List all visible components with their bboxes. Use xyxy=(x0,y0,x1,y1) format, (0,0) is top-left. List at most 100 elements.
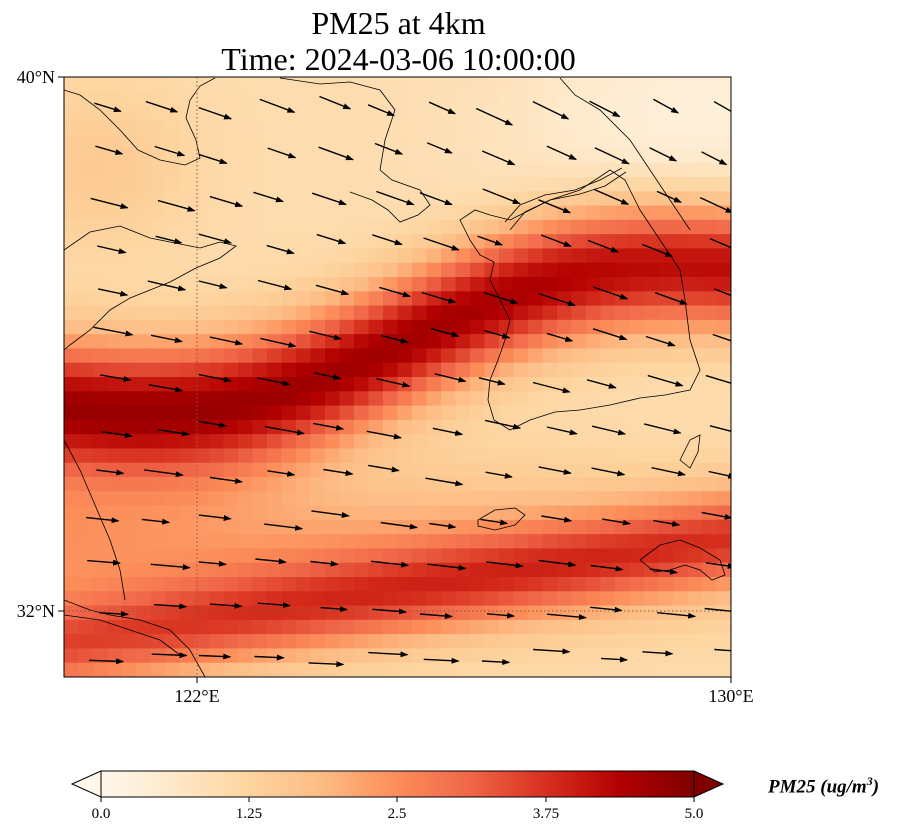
field-cell xyxy=(339,262,355,278)
field-cell xyxy=(93,548,109,564)
field-cell xyxy=(325,205,341,221)
field-cell xyxy=(629,177,645,192)
field-cell xyxy=(484,291,500,307)
field-cell xyxy=(383,91,399,107)
field-cell xyxy=(252,191,268,207)
field-cell xyxy=(296,291,312,307)
field-cell xyxy=(571,319,587,335)
field-cell xyxy=(513,619,529,635)
field-cell xyxy=(499,219,515,235)
field-cell xyxy=(673,277,689,292)
wind-arrow xyxy=(480,518,509,526)
field-cell xyxy=(281,634,297,650)
field-cell xyxy=(571,377,587,392)
field-cell xyxy=(542,348,558,364)
field-cell xyxy=(194,205,210,221)
wind-arrow xyxy=(198,514,232,521)
field-cell xyxy=(209,162,225,178)
field-cell xyxy=(615,291,631,307)
field-cell xyxy=(658,634,674,650)
field-cell xyxy=(180,405,196,421)
field-cell xyxy=(267,491,283,507)
field-cell xyxy=(397,205,413,221)
field-cell xyxy=(383,634,399,650)
field-cell xyxy=(165,119,181,135)
field-cell xyxy=(644,105,660,121)
field-cell xyxy=(383,548,399,564)
field-cell xyxy=(397,105,413,121)
field-cell xyxy=(238,262,254,278)
field-cell xyxy=(223,577,239,592)
field-cell xyxy=(310,277,326,292)
field-cell xyxy=(571,634,587,650)
field-cell xyxy=(412,148,428,164)
field-cell xyxy=(557,91,573,107)
field-cell xyxy=(78,619,94,635)
field-cell xyxy=(151,505,167,521)
field-cell xyxy=(673,248,689,264)
field-cell xyxy=(93,377,109,392)
field-cell xyxy=(238,548,254,564)
field-cell xyxy=(441,148,457,164)
field-cell xyxy=(644,177,660,192)
field-cell xyxy=(441,591,457,607)
field-cell xyxy=(78,105,94,121)
field-cell xyxy=(412,262,428,278)
field-cell xyxy=(209,177,225,192)
field-cell xyxy=(426,319,442,335)
field-cell xyxy=(673,605,689,621)
field-cell xyxy=(702,562,718,578)
field-cell xyxy=(470,319,486,335)
field-cell xyxy=(542,305,558,321)
field-cell xyxy=(238,491,254,507)
field-cell xyxy=(470,648,486,664)
field-cell xyxy=(513,205,529,221)
field-cell xyxy=(296,405,312,421)
field-cell xyxy=(122,662,138,677)
field-cell xyxy=(644,591,660,607)
field-cell xyxy=(194,577,210,592)
field-cell xyxy=(629,91,645,107)
wind-arrow xyxy=(481,659,511,666)
field-cell xyxy=(426,305,442,321)
field-cell xyxy=(716,205,731,221)
wind-arrow xyxy=(96,469,125,476)
field-cell xyxy=(354,148,370,164)
wind-arrow xyxy=(643,423,682,435)
field-cell xyxy=(354,434,370,450)
field-cell xyxy=(397,91,413,107)
wind-arrow xyxy=(423,237,460,251)
wind-arrow xyxy=(482,188,521,205)
field-cell xyxy=(281,348,297,364)
wind-arrow xyxy=(421,291,457,304)
field-cell xyxy=(629,248,645,264)
field-cell xyxy=(629,162,645,178)
field-cell xyxy=(296,605,312,621)
field-cell xyxy=(339,519,355,535)
field-cell xyxy=(223,77,239,92)
field-cell xyxy=(310,148,326,164)
field-cell xyxy=(339,391,355,407)
field-cell xyxy=(528,648,544,664)
field-cell xyxy=(122,205,138,221)
field-cell xyxy=(310,119,326,135)
field-cell xyxy=(383,262,399,278)
field-cell xyxy=(441,91,457,107)
field-cell xyxy=(412,348,428,364)
field-cell xyxy=(383,134,399,150)
field-cell xyxy=(281,648,297,664)
wind-arrow xyxy=(209,195,244,208)
field-cell xyxy=(78,177,94,192)
field-cell xyxy=(310,548,326,564)
field-cell xyxy=(122,162,138,178)
wind-arrow xyxy=(370,560,410,568)
field-cell xyxy=(702,277,718,292)
field-cell xyxy=(296,591,312,607)
field-cell xyxy=(586,162,602,178)
field-cell xyxy=(339,491,355,507)
field-cell xyxy=(571,491,587,507)
wind-arrow xyxy=(309,330,342,341)
field-cell xyxy=(644,634,660,650)
field-cell xyxy=(252,248,268,264)
colorbar-tick-label-0: 0.0 xyxy=(91,806,111,822)
